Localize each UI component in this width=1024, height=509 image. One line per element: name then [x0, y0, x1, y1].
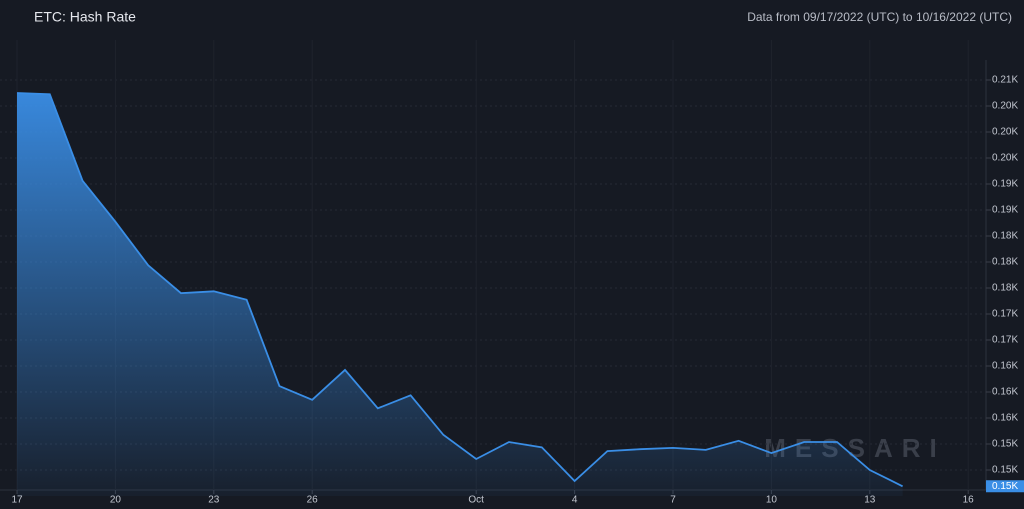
x-tick-label: 7: [670, 495, 676, 506]
y-tick-label: 0.17K: [992, 309, 1018, 320]
y-tick-label: 0.16K: [992, 413, 1018, 424]
x-tick-label: 23: [208, 495, 220, 506]
y-tick-label: 0.21K: [992, 75, 1018, 86]
last-value-badge: [986, 480, 1024, 493]
y-tick-label: 0.18K: [992, 231, 1018, 242]
chart-title: ETC: Hash Rate: [34, 9, 136, 25]
x-tick-label: 10: [766, 495, 778, 506]
y-tick-label: 0.20K: [992, 101, 1018, 112]
y-tick-label: 0.16K: [992, 361, 1018, 372]
x-tick-label: 16: [963, 495, 975, 506]
area: [17, 93, 903, 496]
y-tick-label: 0.17K: [992, 335, 1018, 346]
x-tick-label: 26: [307, 495, 319, 506]
last-value-label: 0.15K: [992, 481, 1018, 492]
x-tick-label: 17: [11, 495, 23, 506]
y-tick-label: 0.20K: [992, 127, 1018, 138]
y-tick-label: 0.19K: [992, 179, 1018, 190]
x-tick-label: 20: [110, 495, 122, 506]
y-tick-label: 0.18K: [992, 283, 1018, 294]
y-tick-label: 0.15K: [992, 439, 1018, 450]
y-tick-label: 0.18K: [992, 257, 1018, 268]
x-tick-label: 13: [864, 495, 876, 506]
y-tick-label: 0.20K: [992, 153, 1018, 164]
chart-subtitle: Data from 09/17/2022 (UTC) to 10/16/2022…: [747, 10, 1012, 24]
line: [16, 92, 904, 488]
x-tick-label: Oct: [468, 495, 484, 506]
x-tick-label: 4: [572, 495, 578, 506]
y-tick-label: 0.15K: [992, 465, 1018, 476]
y-tick-label: 0.19K: [992, 205, 1018, 216]
y-tick-label: 0.16K: [992, 387, 1018, 398]
